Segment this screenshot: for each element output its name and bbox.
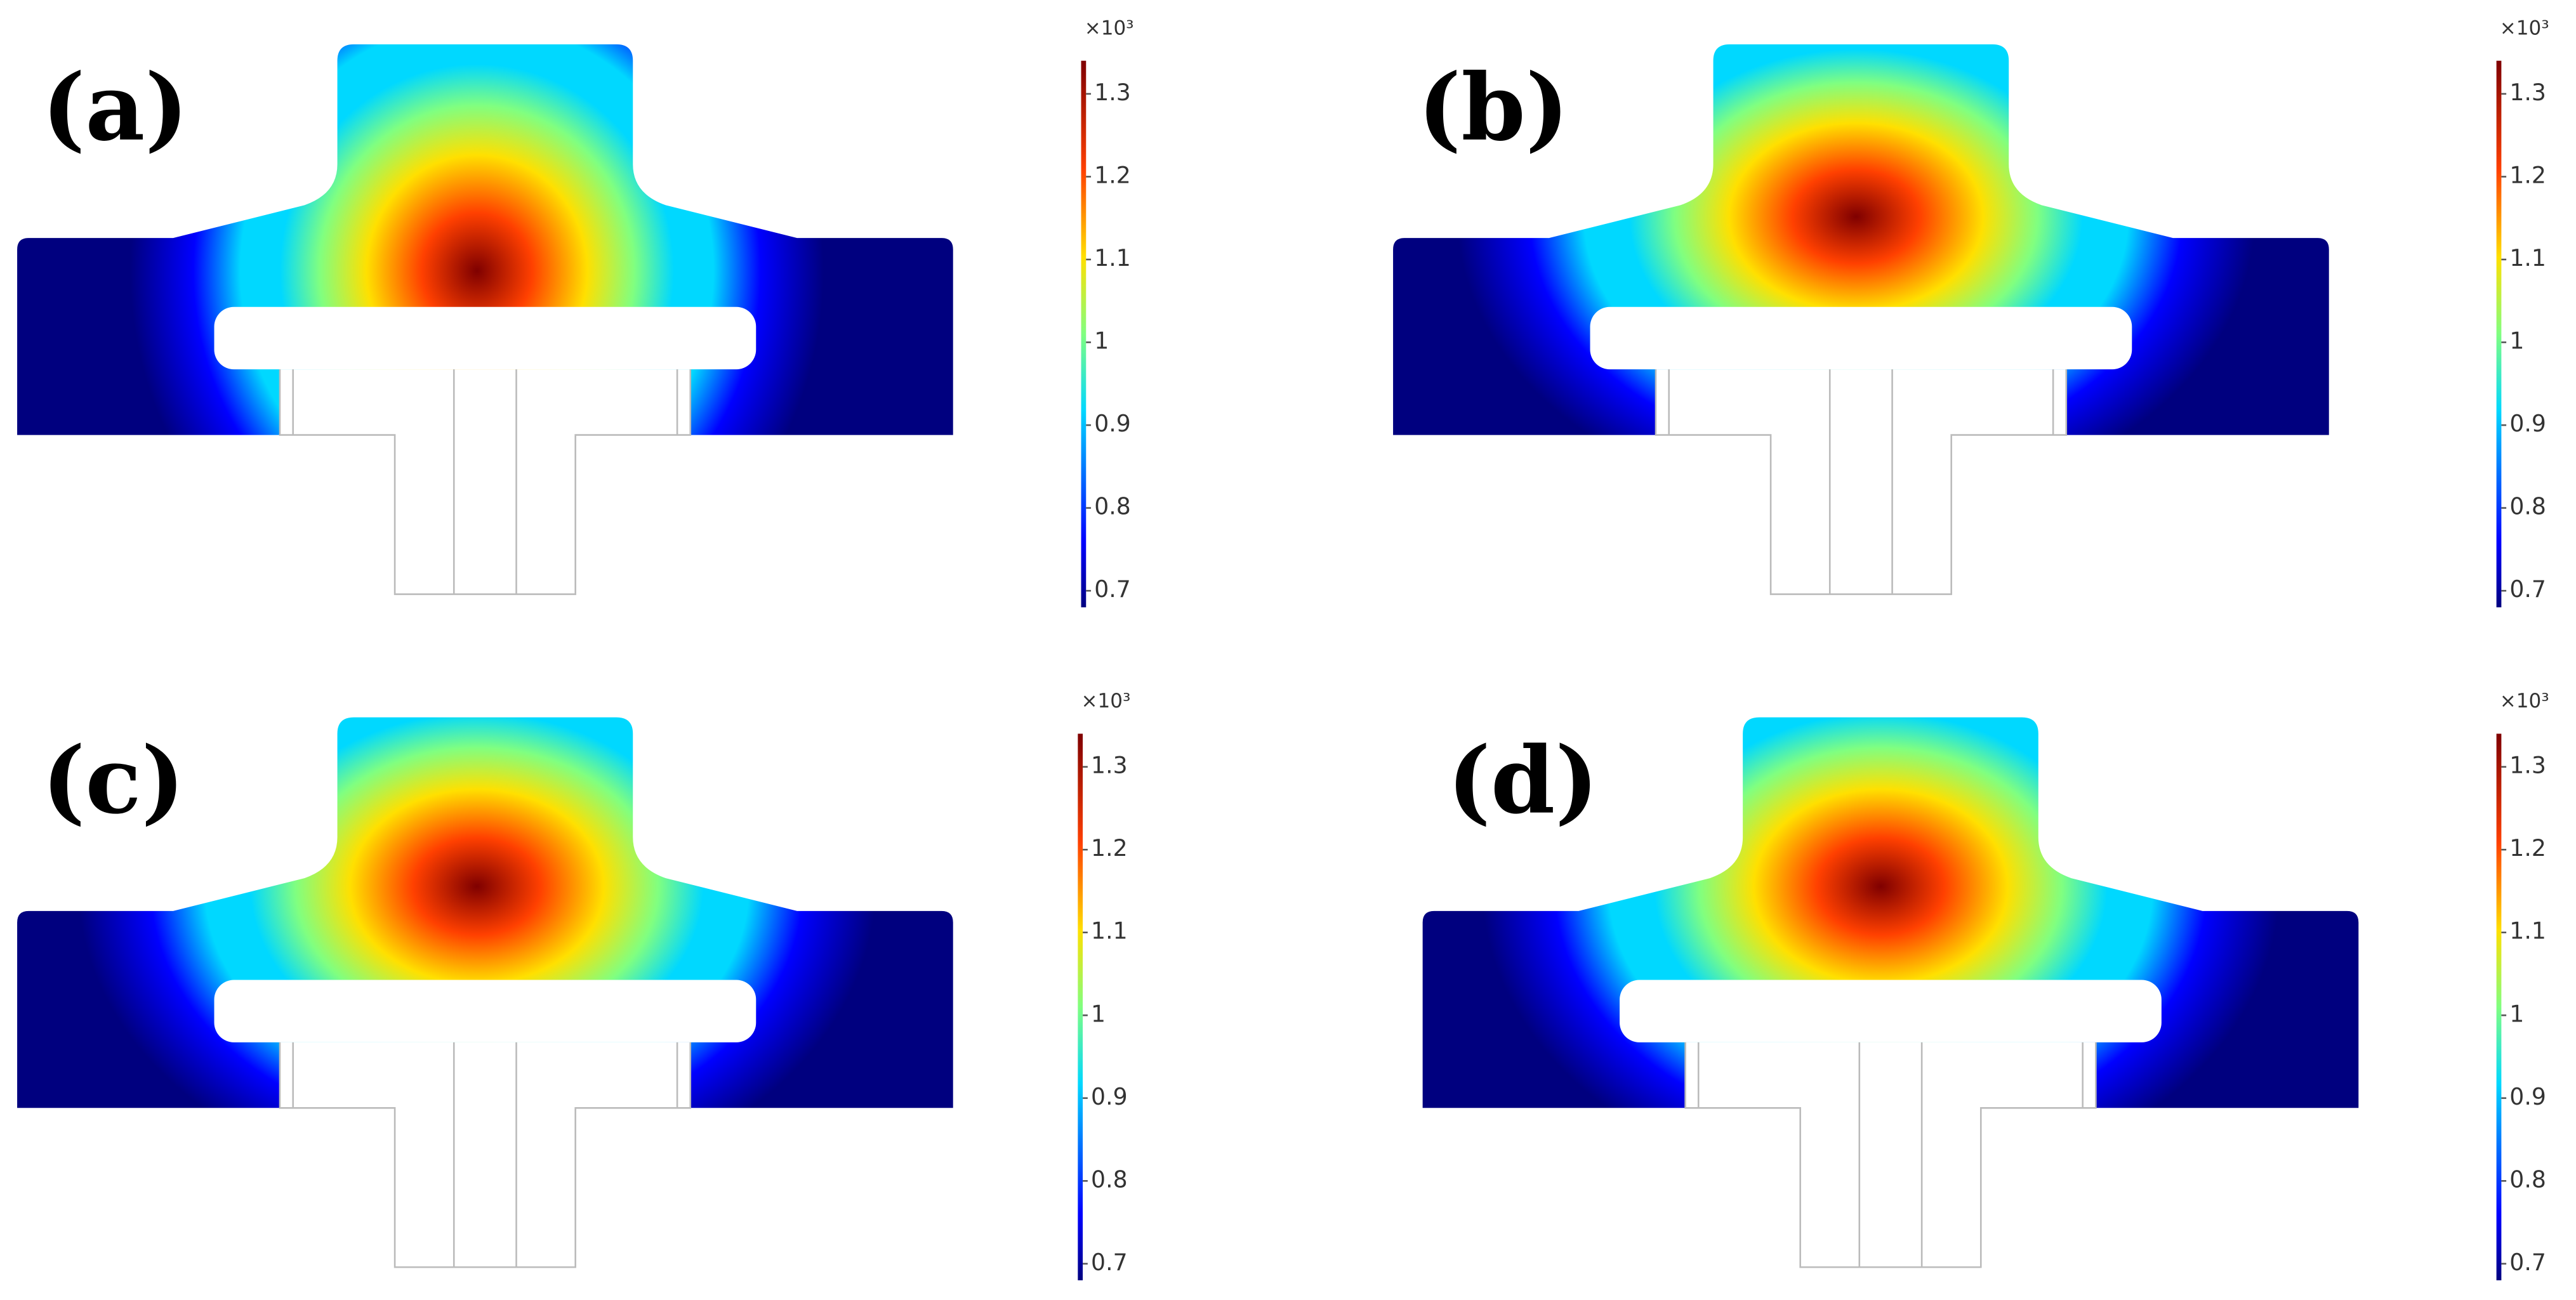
colorbar-tick-label: 1.1 <box>2509 917 2546 945</box>
insert-outline <box>279 1042 692 1268</box>
colorbar-tick-label: 0.9 <box>1091 1083 1128 1110</box>
colorbar-tick-label: 0.7 <box>2509 575 2546 603</box>
insert-outline <box>1668 369 2054 594</box>
colorbar <box>2496 733 2502 1280</box>
colorbar-tick-label: 0.7 <box>1094 575 1131 603</box>
colorbar-exponent: ×10³ <box>1081 690 1131 712</box>
colorbar-tick-label: 1.2 <box>2509 161 2546 188</box>
panel-label: (d) <box>1447 727 1598 835</box>
cavity <box>214 980 756 1042</box>
colorbar-tick-label: 0.9 <box>2509 410 2546 437</box>
colorbar-tick-label: 0.7 <box>2509 1249 2546 1276</box>
colorbar-tick-label: 1.3 <box>2509 79 2546 106</box>
colorbar-tick-label: 1 <box>1094 327 1109 355</box>
colorbar-tick-label: 1.3 <box>2509 752 2546 779</box>
cavity <box>214 306 756 370</box>
colorbar-tick-label: 0.8 <box>2509 493 2546 520</box>
colorbar-tick-label: 1.2 <box>2509 834 2546 862</box>
colorbar-tick-label: 0.9 <box>1094 410 1131 437</box>
insert-outline <box>1684 1042 2097 1268</box>
colorbar-tick-label: 0.7 <box>1091 1249 1128 1276</box>
insert-outline <box>279 369 692 595</box>
panel-label: (b) <box>1418 54 1569 162</box>
colorbar <box>1081 60 1087 608</box>
cavity <box>1620 980 2162 1042</box>
colorbar-tick-label: 0.8 <box>2509 1165 2546 1193</box>
colorbar-tick-label: 1.2 <box>1091 834 1128 862</box>
insert-outline <box>292 369 678 594</box>
panel-label: (c) <box>42 727 185 835</box>
colorbar <box>1078 733 1083 1280</box>
colorbar-exponent: ×10³ <box>2500 690 2549 712</box>
colorbar-tick-label: 0.9 <box>2509 1083 2546 1110</box>
panel: (b) ×10³ 0.7 0.8 0.9 1 1.1 1.2 1.3 <box>1393 16 2549 608</box>
panel: (c) ×10³ 0.7 0.8 0.9 1 1.1 1.2 1.3 <box>17 690 1130 1280</box>
insert-outline <box>1697 1042 2084 1268</box>
colorbar-tick-label: 1.1 <box>1094 244 1131 272</box>
colorbar-tick-label: 1.2 <box>1094 161 1131 188</box>
colorbar-tick-label: 0.8 <box>1094 493 1131 520</box>
insert-outline <box>292 1042 678 1268</box>
colorbar-tick-label: 1.1 <box>1091 917 1128 945</box>
panel: (d) ×10³ 0.7 0.8 0.9 1 1.1 1.2 1.3 <box>1422 690 2549 1280</box>
cavity <box>1590 306 2132 370</box>
colorbar-tick-label: 1 <box>1091 1000 1106 1027</box>
colorbar <box>2496 60 2502 608</box>
colorbar-tick-label: 1.1 <box>2509 244 2546 272</box>
panel: (a) ×10³ 0.7 0.8 0.9 1 1.1 1.2 1.3 <box>17 16 1134 608</box>
colorbar-exponent: ×10³ <box>2500 16 2549 39</box>
panel-label: (a) <box>42 54 188 162</box>
colorbar-tick-label: 1.3 <box>1094 79 1131 106</box>
colorbar-tick-label: 1 <box>2509 327 2524 355</box>
insert-outline <box>1655 369 2068 595</box>
colorbar-tick-label: 0.8 <box>1091 1165 1128 1193</box>
colorbar-tick-label: 1 <box>2509 1000 2524 1027</box>
colorbar-tick-label: 1.3 <box>1091 752 1128 779</box>
colorbar-exponent: ×10³ <box>1085 16 1134 39</box>
